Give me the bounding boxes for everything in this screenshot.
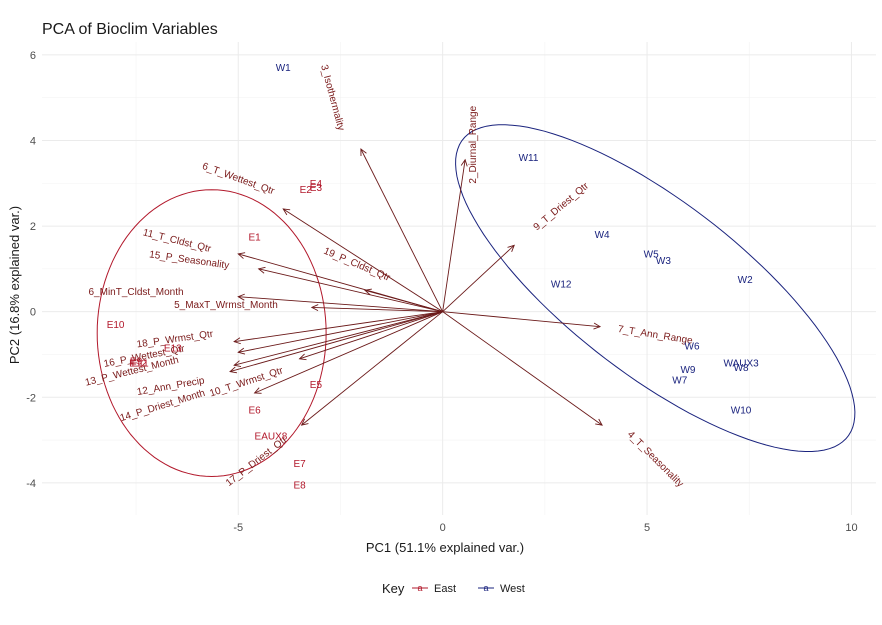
sample-label-e7: E7 (293, 459, 306, 470)
x-tick-label: 0 (440, 522, 446, 534)
y-tick-label: -4 (26, 478, 36, 490)
loading-arrowhead (229, 366, 238, 374)
y-axis-title: PC2 (16.8% explained var.) (7, 206, 22, 364)
ellipse-east (96, 189, 327, 478)
loading-label: 19_P_Cldst_Qtr (322, 246, 392, 284)
loading-arrow (254, 311, 443, 394)
y-tick-label: 0 (30, 307, 36, 319)
sample-label-e5: E5 (310, 380, 323, 391)
legend-key-symbol: a (483, 583, 488, 593)
chart-title: PCA of Bioclim Variables (42, 21, 218, 38)
ellipse-west (455, 124, 856, 452)
loading-arrowhead (360, 148, 367, 157)
sample-label-w8: W8 (734, 363, 749, 374)
loading-arrowhead (233, 337, 241, 345)
loading-arrow (282, 208, 443, 313)
sample-label-w5: W5 (644, 249, 659, 260)
sample-label-e10: E10 (107, 320, 125, 331)
loading-arrow (442, 311, 601, 328)
loading-arrowhead (237, 293, 245, 301)
sample-label-e1: E1 (248, 232, 261, 243)
y-tick-label: 6 (30, 50, 36, 62)
legend-label-east: East (434, 583, 456, 595)
loading-arrow (442, 159, 466, 312)
loading-arrowhead (298, 353, 307, 361)
loading-arrow (238, 311, 443, 353)
loading-arrow (442, 311, 603, 426)
sample-label-w6: W6 (685, 341, 700, 352)
loading-arrowhead (300, 418, 309, 426)
loading-arrow (238, 296, 443, 313)
loading-arrow (364, 289, 443, 313)
loading-label: 15_P_Seasonality (148, 249, 229, 271)
sample-label-eaux8: EAUX8 (255, 431, 288, 442)
sample-label-e9: E9 (130, 356, 143, 367)
loading-arrowhead (237, 347, 246, 355)
loading-arrow (258, 268, 443, 313)
loading-label: 7_T_Ann_Range (617, 324, 694, 347)
loading-arrowhead (595, 418, 603, 426)
sample-label-e6: E6 (248, 406, 261, 417)
legend-key-symbol: a (417, 583, 422, 593)
loading-arrowhead (310, 304, 319, 312)
confidence-ellipses (96, 124, 856, 478)
loading-arrow (229, 311, 443, 373)
sample-label-waux3: WAUX3 (723, 359, 759, 370)
loading-label: 6_MinT_Cldst_Month (89, 287, 184, 298)
loading-arrowhead (233, 360, 242, 368)
loading-arrowhead (257, 266, 266, 274)
legend: Key a East a West (382, 581, 525, 596)
sample-label-e11: E11 (132, 359, 149, 370)
loading-label: 5_MaxT_Wrmst_Month (174, 300, 278, 311)
loading-arrow (360, 148, 444, 312)
sample-label-e13: E13 (164, 344, 182, 355)
loading-label: 2_Diurnal_Range (468, 105, 479, 183)
loading-label: 4_T_Seasonality (625, 429, 685, 489)
loading-arrow (299, 311, 443, 360)
loading-arrowhead (282, 208, 291, 216)
sample-label-w2: W2 (738, 275, 753, 286)
x-tick-label: 5 (644, 522, 650, 534)
sample-label-w4: W4 (595, 230, 610, 241)
y-tick-label: 2 (30, 221, 36, 233)
loading-arrow (234, 311, 443, 366)
loading-arrowhead (253, 387, 262, 394)
sample-label-e8: E8 (293, 481, 306, 492)
x-axis-title: PC1 (51.1% explained var.) (366, 540, 524, 555)
loading-arrow (442, 244, 515, 313)
sample-label-w9: W9 (680, 365, 695, 376)
loading-arrow (311, 306, 443, 313)
sample-label-e4: E4 (310, 179, 323, 190)
loading-arrowhead (363, 288, 372, 296)
loading-arrow (234, 311, 443, 343)
loading-vectors: 2_Diurnal_Range3_Isothermality4_T_Season… (84, 64, 694, 490)
loading-label: 9_T_Driest_Qtr (532, 180, 592, 233)
sample-label-e2: E2 (300, 185, 313, 196)
sample-label-e12: E12 (129, 359, 147, 370)
y-tick-label: -2 (26, 392, 36, 404)
sample-label-w11: W11 (519, 153, 539, 164)
axis-ticks: -5 0 5 10 -4 -2 0 2 4 6 (26, 50, 857, 534)
sample-label-w7: W7 (672, 376, 687, 387)
sample-label-w3: W3 (656, 256, 671, 267)
sample-label-w1: W1 (276, 63, 291, 74)
loading-arrowhead (237, 252, 246, 259)
loading-label: 10_T_Wrmst_Qtr (208, 365, 285, 399)
loading-arrowhead (593, 322, 602, 330)
sample-label-w12: W12 (551, 279, 572, 290)
grid (42, 42, 876, 515)
y-tick-label: 4 (30, 135, 36, 147)
loading-arrow (301, 311, 443, 426)
legend-title: Key (382, 581, 405, 596)
loading-arrowhead (507, 244, 515, 253)
legend-label-west: West (500, 583, 525, 595)
x-tick-label: 10 (845, 522, 857, 534)
x-tick-label: -5 (233, 522, 243, 534)
loading-arrowhead (460, 158, 468, 167)
sample-label-e3: E3 (310, 183, 323, 194)
sample-label-w10: W10 (731, 406, 752, 417)
